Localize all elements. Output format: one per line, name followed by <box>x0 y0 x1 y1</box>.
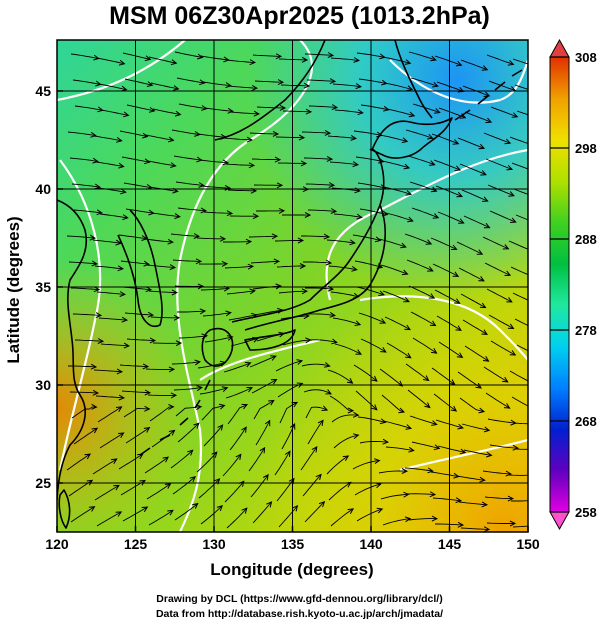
isoline <box>399 438 528 472</box>
y-axis-label: Latitude (degrees) <box>4 216 23 363</box>
lat-lon-grid <box>57 40 528 532</box>
coastline-shikoku <box>244 329 296 351</box>
x-tick-label: 145 <box>438 536 462 552</box>
x-tick-label: 140 <box>359 536 383 552</box>
streamline-arrowheads <box>84 52 519 532</box>
isoline <box>58 159 102 471</box>
x-tick-label: 120 <box>45 536 69 552</box>
map-area <box>57 40 528 532</box>
y-tick-label: 40 <box>35 181 51 197</box>
y-tick-label: 30 <box>35 377 51 393</box>
y-tick-label: 35 <box>35 279 51 295</box>
isoline <box>176 40 313 532</box>
colorbar-ticks: 258 268 278 288 298 308 <box>550 50 597 520</box>
coastline-sakhalin <box>394 40 433 119</box>
colorbar-max-arrow <box>549 38 570 58</box>
coastline-china <box>57 199 88 501</box>
isoline <box>57 40 186 102</box>
x-tick-label: 135 <box>281 536 305 552</box>
temperature-isolines <box>57 40 528 532</box>
colorbar-tick-label: 278 <box>575 323 597 338</box>
colorbar-tick-label: 298 <box>575 141 597 156</box>
y-tick-label: 25 <box>35 475 51 491</box>
credit-data-source: Data from http://database.rish.kyoto-u.a… <box>155 608 444 620</box>
credit-drawing: Drawing by DCL (https://www.gfd-dennou.o… <box>156 593 443 605</box>
y-axis-ticks: 25 30 35 40 45 <box>35 83 63 491</box>
x-axis-ticks: 120 125 130 135 140 145 150 <box>45 526 540 552</box>
colorbar-tick-label: 288 <box>575 232 597 247</box>
x-axis-label: Longitude (degrees) <box>210 560 373 579</box>
isoline <box>359 295 528 361</box>
coastlines <box>57 40 523 529</box>
colorbar-tick-label: 258 <box>575 505 597 520</box>
isoline <box>389 59 528 104</box>
x-tick-label: 130 <box>202 536 226 552</box>
wind-streamlines <box>66 51 528 532</box>
isoline <box>199 338 321 381</box>
y-tick-label: 45 <box>35 83 51 99</box>
coastline-primorye <box>214 40 326 141</box>
colorbar-tick-label: 308 <box>575 50 597 65</box>
x-tick-label: 150 <box>516 536 540 552</box>
colorbar-min-arrow <box>549 511 570 531</box>
map-title: MSM 06Z30Apr2025 (1013.2hPa) <box>109 2 490 30</box>
coastline-kyushu <box>201 328 234 367</box>
colorbar-tick-label: 268 <box>575 414 597 429</box>
coastline-taiwan <box>58 489 71 529</box>
x-tick-label: 125 <box>124 536 148 552</box>
colorbar: 258 268 278 288 298 308 <box>549 38 597 531</box>
coastline-hokkaido <box>371 117 453 159</box>
coastline-korea <box>117 209 163 327</box>
colorbar-gradient <box>549 56 570 513</box>
